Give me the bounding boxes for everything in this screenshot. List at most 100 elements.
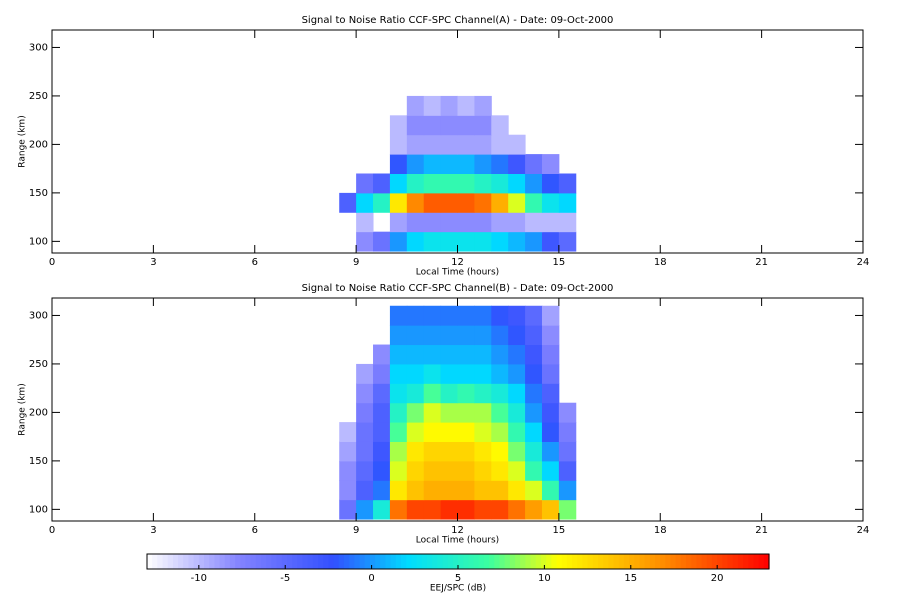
colorbar-step: [385, 554, 392, 569]
cell: [474, 192, 492, 213]
cell: [508, 344, 526, 365]
colorbar-tick-label: -10: [191, 573, 207, 584]
cell: [406, 460, 425, 481]
cell: [406, 192, 425, 213]
colorbar-step: [722, 554, 729, 569]
cell: [423, 305, 442, 326]
cell: [457, 325, 475, 346]
cell: [525, 363, 543, 384]
y-tick-label: 300: [29, 310, 48, 321]
y-tick-label: 150: [29, 456, 48, 467]
colorbar-step: [276, 554, 283, 569]
cell: [474, 363, 492, 384]
colorbar-step: [421, 554, 428, 569]
cell: [440, 305, 458, 326]
cell: [389, 460, 408, 481]
colorbar-label: EEJ/SPC (dB): [430, 584, 486, 594]
colorbar-step: [400, 554, 407, 569]
cell: [474, 344, 492, 365]
cell: [440, 499, 458, 520]
cell: [491, 325, 509, 346]
colorbar-step: [494, 554, 501, 569]
cell: [457, 363, 475, 384]
colorbar-step: [582, 554, 589, 569]
cell: [491, 154, 509, 174]
cell: [491, 344, 509, 365]
cell: [457, 134, 475, 155]
cell: [339, 441, 357, 462]
cell: [541, 480, 560, 501]
cell: [423, 480, 442, 501]
cell: [440, 115, 458, 136]
cell: [440, 402, 458, 423]
colorbar-step: [292, 554, 298, 569]
colorbar-step: [209, 554, 215, 569]
cell: [525, 212, 543, 233]
colorbar-step: [235, 554, 241, 569]
cell: [457, 192, 475, 213]
cell: [474, 231, 492, 252]
cell: [389, 325, 408, 346]
colorbar-step: [250, 554, 257, 569]
cell: [508, 212, 526, 233]
colorbar-step: [307, 554, 314, 569]
cell: [356, 363, 374, 384]
cell: [457, 499, 475, 520]
cell: [491, 173, 509, 194]
colorbar-step: [515, 554, 521, 569]
cell: [525, 422, 543, 442]
colorbar-step: [629, 554, 635, 569]
colorbar-step: [680, 554, 687, 569]
colorbar-step: [561, 554, 568, 569]
cell: [525, 173, 543, 194]
cell: [406, 422, 425, 442]
colorbar-step: [286, 554, 293, 569]
colorbar-step: [219, 554, 226, 569]
cell: [491, 422, 509, 442]
cell: [474, 173, 492, 194]
cell: [558, 441, 577, 462]
cell: [406, 441, 425, 462]
cell: [440, 95, 458, 116]
cell: [373, 441, 391, 462]
cell: [423, 134, 442, 155]
cells: [339, 305, 577, 520]
cell: [389, 402, 408, 423]
colorbar-step: [261, 554, 267, 569]
cell: [508, 480, 526, 501]
cell: [491, 383, 509, 404]
cell: [440, 154, 458, 174]
colorbar-step: [245, 554, 252, 569]
chart-title: Signal to Noise Ratio CCF-SPC Channel(B)…: [302, 283, 614, 294]
colorbar-step: [369, 554, 376, 569]
cell: [423, 231, 442, 252]
colorbar-tick-label: 10: [538, 573, 551, 584]
cell: [457, 441, 475, 462]
colorbar-step: [551, 554, 558, 569]
cell: [423, 363, 442, 384]
cell: [474, 154, 492, 174]
x-axis-label: Local Time (hours): [416, 536, 499, 546]
colorbar-step: [162, 554, 169, 569]
cell: [423, 402, 442, 423]
cell: [558, 480, 577, 501]
cell: [389, 441, 408, 462]
colorbar-step: [312, 554, 319, 569]
cell: [525, 305, 543, 326]
colorbar-step: [706, 554, 713, 569]
cell: [457, 173, 475, 194]
colorbar-step: [333, 554, 340, 569]
colorbar-step: [458, 554, 464, 569]
cell: [440, 480, 458, 501]
x-tick-label: 12: [451, 257, 464, 268]
cell: [491, 499, 509, 520]
cell: [525, 192, 543, 213]
cell: [373, 231, 391, 252]
colorbar-step: [188, 554, 195, 569]
colorbar-tick-label: 0: [368, 573, 374, 584]
cell: [356, 231, 374, 252]
colorbar-step: [540, 554, 547, 569]
cell: [356, 402, 374, 423]
cell: [541, 460, 560, 481]
